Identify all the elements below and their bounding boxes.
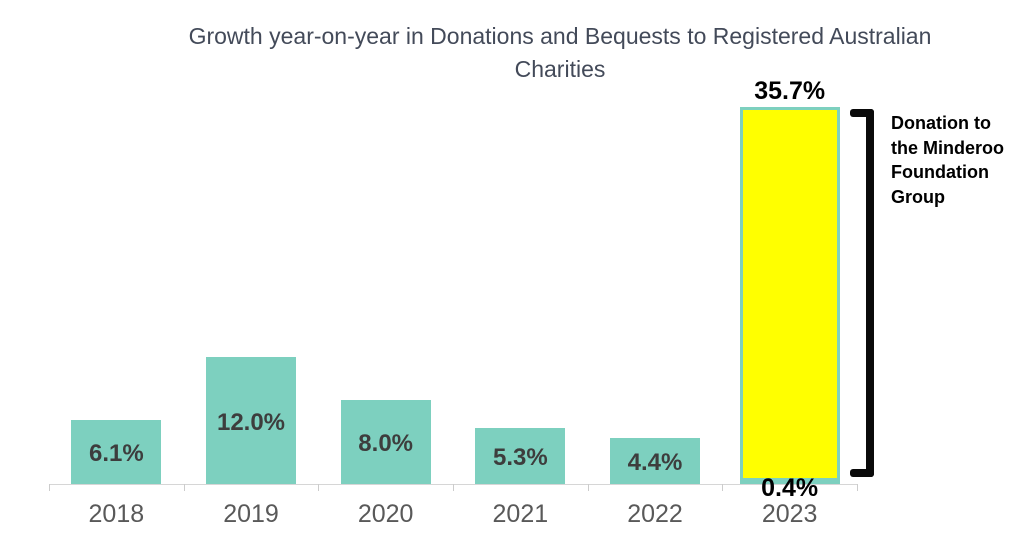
bar-value-label-2018: 6.1% (88, 439, 144, 467)
bar-value-label-2022: 4.4% (627, 448, 683, 476)
x-axis-tick (857, 484, 858, 491)
x-tick-label-2020: 2020 (357, 500, 414, 528)
x-tick-label-2021: 2021 (492, 500, 549, 528)
bar-value-label-2019: 12.0% (216, 408, 286, 436)
bar-2022 (610, 437, 700, 484)
x-axis-tick (318, 484, 320, 491)
bracket-vertical (866, 109, 874, 477)
x-axis-tick (587, 484, 589, 491)
bracket-bottom-arm (850, 469, 874, 477)
x-axis-tick (453, 484, 454, 491)
bar-2023-highlight (739, 107, 840, 484)
x-tick-label-2018: 2018 (88, 500, 145, 528)
bar-value-label-2023-total: 35.7% (754, 77, 826, 105)
annotation-minderoo: Donation to the Minderoo Foundation Grou… (891, 113, 1004, 207)
chart-title: Growth year-on-year in Donations and Beq… (188, 23, 932, 82)
bar-value-label-2020: 8.0% (358, 429, 413, 457)
x-tick-label-2022: 2022 (627, 500, 683, 528)
bar-2018 (71, 419, 162, 484)
bar-2021 (475, 428, 566, 484)
x-tick-label-2019: 2019 (223, 500, 279, 528)
x-axis-tick (183, 484, 185, 491)
bracket-top-arm (850, 109, 874, 117)
bar-value-label-2023-base: 0.4% (761, 474, 819, 502)
bar-2019 (206, 357, 296, 484)
bar-2020 (340, 399, 431, 484)
bar-value-label-2021: 5.3% (492, 444, 548, 472)
x-axis-tick (49, 484, 50, 491)
x-axis-tick (722, 484, 724, 491)
x-tick-label-2023: 2023 (761, 500, 818, 528)
